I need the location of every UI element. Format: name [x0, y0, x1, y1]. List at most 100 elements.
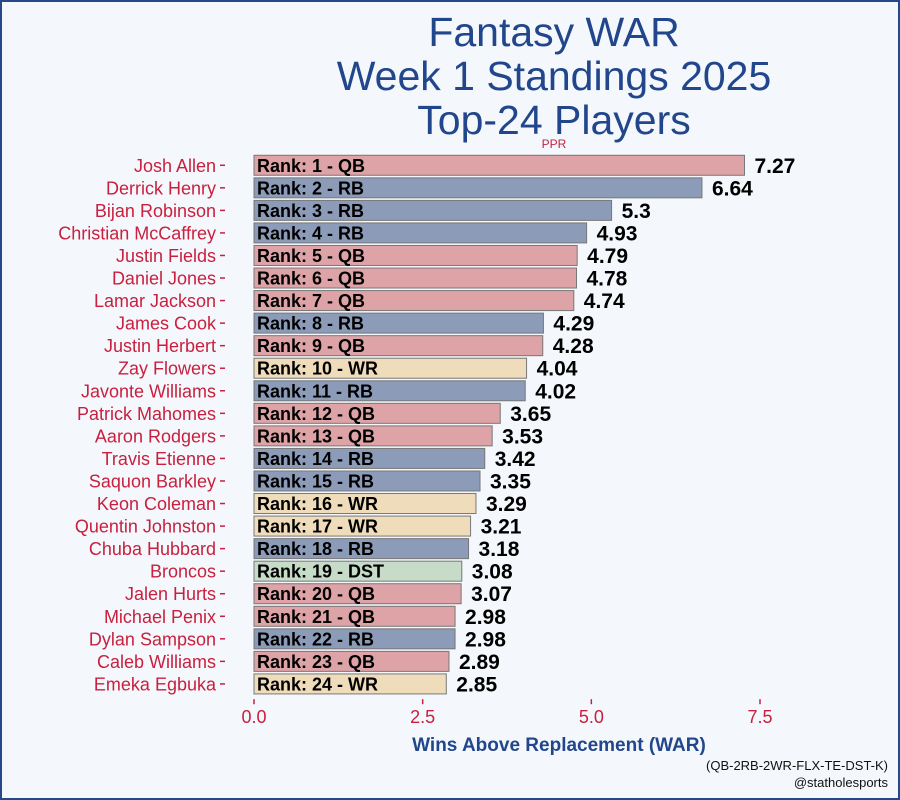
bar	[253, 605, 456, 627]
chart-subtitle: PPR	[541, 137, 567, 151]
data-label: 3.35	[490, 470, 531, 493]
category-label: Jalen Hurts	[125, 584, 216, 604]
data-label: 5.3	[622, 200, 651, 223]
bar-rank-label: Rank: 20 - QB	[257, 584, 375, 604]
data-label: 2.98	[465, 628, 506, 651]
bar-rank-label: Rank: 6 - QB	[257, 269, 365, 289]
bar	[253, 493, 477, 515]
data-label: 7.27	[754, 155, 795, 178]
bar	[253, 267, 577, 289]
bar	[253, 650, 450, 672]
category-label: Keon Coleman	[97, 494, 216, 514]
bar-rank-label: Rank: 18 - RB	[257, 539, 374, 559]
bar-rank-label: Rank: 8 - RB	[257, 314, 364, 334]
x-tick-label: 7.5	[747, 707, 772, 727]
bar	[253, 199, 613, 221]
category-label: Chuba Hubbard	[89, 539, 216, 559]
category-label: Saquon Barkley	[89, 471, 216, 491]
category-label: Quentin Johnston	[75, 517, 216, 537]
data-label: 4.04	[537, 358, 578, 381]
data-label: 4.29	[553, 313, 594, 336]
bar	[253, 470, 481, 492]
bar	[253, 244, 578, 266]
data-label: 3.65	[510, 403, 551, 426]
bar	[253, 290, 575, 312]
category-label: Travis Etienne	[102, 449, 216, 469]
data-label: 3.08	[472, 561, 513, 584]
data-label: 4.74	[584, 290, 625, 313]
chart-title-line-2: Week 1 Standings 2025	[336, 53, 772, 99]
bar	[253, 222, 588, 244]
chart-title-line-3: Top-24 Players	[417, 97, 691, 143]
category-label: Broncos	[150, 562, 216, 582]
bar-rank-label: Rank: 11 - RB	[257, 381, 373, 401]
x-axis-label: Wins Above Replacement (WAR)	[412, 735, 706, 756]
data-label: 2.98	[465, 606, 506, 629]
bar	[253, 583, 462, 605]
data-label: 3.18	[479, 538, 520, 561]
x-tick-label: 5.0	[579, 707, 604, 727]
bar-rank-label: Rank: 15 - RB	[257, 471, 374, 491]
bar-rank-label: Rank: 12 - QB	[257, 404, 375, 424]
category-label: Derrick Henry	[106, 178, 216, 198]
bar	[253, 447, 486, 469]
data-label: 6.64	[712, 177, 753, 200]
bar-rank-label: Rank: 21 - QB	[257, 607, 375, 627]
bar-rank-label: Rank: 1 - QB	[257, 156, 365, 176]
bar-rank-label: Rank: 13 - QB	[257, 426, 375, 446]
category-label: Josh Allen	[134, 156, 216, 176]
data-label: 4.02	[535, 380, 576, 403]
bar	[253, 673, 447, 695]
bar-rank-label: Rank: 3 - RB	[257, 201, 364, 221]
x-tick-label: 0.0	[241, 707, 266, 727]
credit-footnote: @statholesports	[793, 775, 888, 790]
data-label: 2.85	[456, 673, 497, 696]
bar-rank-label: Rank: 22 - RB	[257, 629, 374, 649]
data-label: 4.28	[553, 335, 594, 358]
bar-rank-label: Rank: 23 - QB	[257, 652, 375, 672]
bar-rank-label: Rank: 2 - RB	[257, 178, 364, 198]
category-label: Emeka Egbuka	[94, 674, 217, 694]
category-label: Justin Herbert	[104, 336, 216, 356]
bar-rank-label: Rank: 10 - WR	[257, 359, 378, 379]
bar	[253, 402, 501, 424]
data-label: 4.79	[587, 245, 628, 268]
bar	[253, 425, 493, 447]
category-label: Lamar Jackson	[94, 291, 216, 311]
bar	[253, 538, 470, 560]
data-label: 3.53	[502, 425, 543, 448]
bar	[253, 357, 528, 379]
category-label: Michael Penix	[104, 607, 216, 627]
chart-title-line-1: Fantasy WAR	[428, 9, 680, 55]
data-label: 3.29	[486, 493, 527, 516]
category-label: Caleb Williams	[97, 652, 216, 672]
bar-rank-label: Rank: 9 - QB	[257, 336, 365, 356]
data-label: 3.42	[495, 448, 536, 471]
category-label: Dylan Sampson	[89, 629, 216, 649]
bar	[253, 335, 544, 357]
bar	[253, 312, 544, 334]
bar	[253, 515, 472, 537]
bar-rank-label: Rank: 7 - QB	[257, 291, 365, 311]
bar	[253, 380, 526, 402]
bar-rank-label: Rank: 17 - WR	[257, 517, 378, 537]
bar	[253, 560, 463, 582]
bar-rank-label: Rank: 19 - DST	[257, 562, 384, 582]
category-label: Javonte Williams	[81, 381, 216, 401]
category-label: Bijan Robinson	[95, 201, 216, 221]
category-label: Justin Fields	[116, 246, 216, 266]
category-label: James Cook	[116, 314, 217, 334]
category-label: Zay Flowers	[118, 359, 216, 379]
x-tick-label: 2.5	[410, 707, 435, 727]
bar	[253, 154, 745, 176]
bar-rank-label: Rank: 4 - RB	[257, 223, 364, 243]
category-label: Patrick Mahomes	[77, 404, 216, 424]
data-label: 4.78	[586, 268, 627, 291]
category-label: Daniel Jones	[112, 269, 216, 289]
category-label: Christian McCaffrey	[58, 223, 216, 243]
bar-rank-label: Rank: 14 - RB	[257, 449, 374, 469]
data-label: 3.07	[471, 583, 512, 606]
data-label: 3.21	[481, 516, 522, 539]
